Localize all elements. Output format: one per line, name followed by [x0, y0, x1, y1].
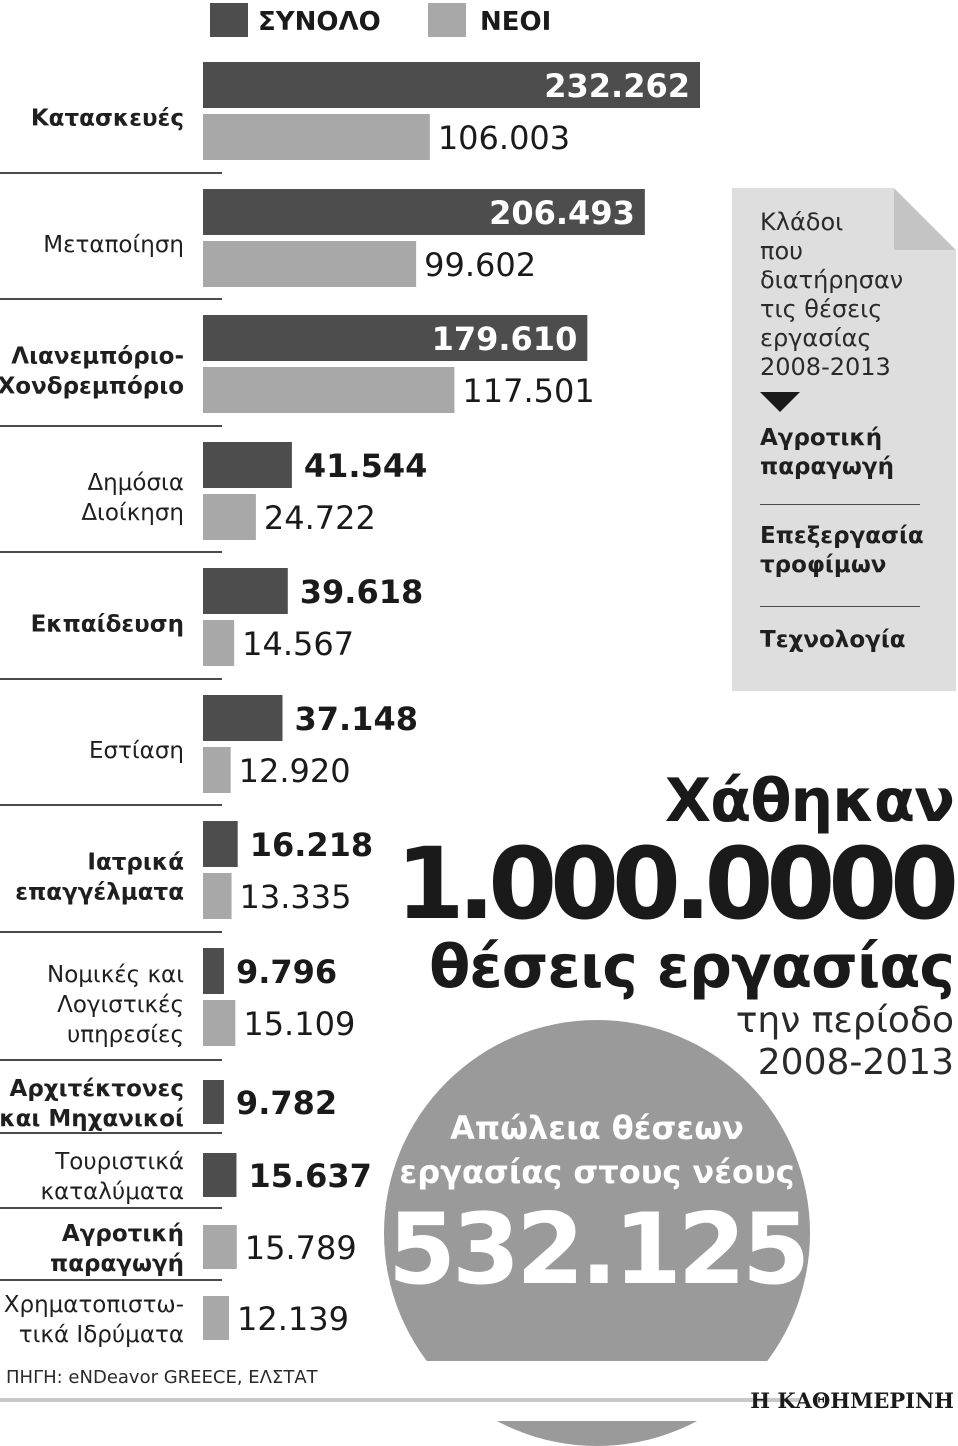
data-label-young: 13.335 [240, 878, 352, 916]
data-label-total: 9.782 [236, 1084, 337, 1122]
row-divider [0, 298, 222, 300]
info-note: Κλάδοι που διατήρησαν τις θέσεις εργασία… [732, 188, 956, 691]
category-label: Εστίαση [89, 738, 184, 764]
bar-chart: ΣΥΝΟΛΟ ΝΕΟΙ Κατασκευές 232.262 106.003 Μετα… [0, 3, 700, 1348]
data-label-total: 39.618 [300, 573, 423, 611]
legend-label-total: ΣΥΝΟΛΟ [258, 7, 381, 37]
bar-total [203, 948, 224, 994]
data-label-young: 12.139 [237, 1300, 349, 1338]
page-fold-corner [894, 188, 956, 250]
row-divider [0, 1207, 222, 1209]
note-item-food-processing: Επεξεργασία τροφίμων [760, 523, 924, 578]
data-label-young: 12.920 [239, 752, 351, 790]
bar-total [203, 821, 238, 867]
footer-rule [0, 1398, 800, 1402]
category-label: Κατασκευές [31, 106, 184, 132]
category-label: Δημόσια Διοίκηση [81, 470, 184, 526]
note-item-agriculture: Αγροτική παραγωγή [760, 425, 894, 480]
bar-young [203, 494, 256, 540]
data-label-young: 117.501 [462, 372, 594, 410]
circle-label: Απώλεια θέσεων εργασίας στους νέους [399, 1109, 795, 1191]
data-label-young: 15.789 [245, 1229, 357, 1267]
bar-total [203, 62, 700, 108]
bar-total [203, 442, 292, 488]
data-label-total: 15.637 [248, 1157, 371, 1195]
legend-swatch-young [428, 3, 466, 37]
legend-swatch-total [210, 3, 248, 37]
data-label-total: 9.796 [236, 953, 337, 991]
bar-young [203, 114, 430, 160]
bar-total [203, 695, 283, 741]
category-label: Εκπαίδευση [31, 612, 184, 638]
legend: ΣΥΝΟΛΟ ΝΕΟΙ [210, 3, 551, 37]
data-label-total: 37.148 [294, 700, 417, 738]
data-label-total: 179.610 [432, 320, 578, 358]
category-label: Μεταποίηση [43, 232, 184, 258]
down-arrow-icon [760, 392, 800, 412]
category-label: Τουριστικά καταλύματα [41, 1149, 184, 1205]
row-divider [0, 172, 222, 174]
headline-line1: Χάθηκαν [664, 766, 955, 836]
category-label: Χρηματοπιστω-τικά Ιδρύματα [4, 1292, 184, 1348]
bar-total [203, 1080, 224, 1124]
category-label: Ιατρικά επαγγέλματα [15, 850, 184, 906]
bars-group: Κατασκευές 232.262 106.003 Μεταποίηση 206.49… [0, 62, 700, 1348]
row-divider [0, 551, 222, 553]
bar-total [203, 568, 288, 614]
bar-young [203, 367, 455, 413]
bar-young [203, 873, 232, 919]
bar-young [203, 747, 231, 793]
data-label-total: 41.544 [304, 447, 427, 485]
row-divider [0, 1059, 222, 1061]
row-divider [0, 1279, 222, 1281]
circle-value: 532.125 [387, 1193, 810, 1307]
category-label: Αρχιτέκτονες και Μηχανικοί [0, 1076, 184, 1132]
row-divider [0, 678, 222, 680]
row-divider [0, 425, 222, 427]
bar-total [203, 315, 588, 361]
headline-period: την περίοδο 2008-2013 [735, 1000, 954, 1083]
brand-logo: Η ΚΑΘΗΜΕΡΙΝΗ [750, 1388, 954, 1413]
bar-young [203, 620, 235, 666]
note-divider [760, 504, 920, 505]
row-divider [0, 804, 222, 806]
headline-number: 1.000.0000 [395, 827, 958, 942]
source-note: ΠΗΓΗ: eNDeavor GREECE, ΕΛΣΤΑΤ [6, 1367, 318, 1388]
bar-young [203, 1225, 237, 1269]
bar-young [203, 1000, 236, 1046]
circle-cutoff [384, 1361, 810, 1421]
bar-total [203, 1153, 237, 1197]
note-divider [760, 606, 920, 607]
category-label: Λιανεμπόριο-Χονδρεμπόριο [0, 344, 184, 400]
data-label-young: 24.722 [264, 499, 376, 537]
row-divider [0, 1132, 222, 1134]
bar-young [203, 1296, 229, 1340]
legend-label-young: ΝΕΟΙ [480, 7, 551, 37]
note-intro: Κλάδοι που διατήρησαν τις θέσεις εργασία… [760, 208, 904, 381]
data-label-total: 232.262 [544, 67, 690, 105]
category-label: Νομικές και Λογιστικές υπηρεσίες [47, 962, 184, 1048]
data-label-total: 16.218 [250, 826, 373, 864]
row-divider [0, 931, 222, 933]
data-label-young: 99.602 [424, 246, 536, 284]
headline: Χάθηκαν 1.000.0000 θέσεις εργασίας την π… [395, 766, 958, 1084]
category-label: Αγροτική παραγωγή [50, 1221, 184, 1277]
data-label-young: 15.109 [243, 1005, 355, 1043]
bar-total [203, 189, 645, 235]
data-label-total: 206.493 [489, 194, 635, 232]
data-label-young: 106.003 [438, 119, 570, 157]
note-item-technology: Τεχνολογία [760, 627, 906, 653]
bar-young [203, 241, 417, 287]
headline-line3: θέσεις εργασίας [429, 932, 955, 1002]
data-label-young: 14.567 [242, 625, 354, 663]
